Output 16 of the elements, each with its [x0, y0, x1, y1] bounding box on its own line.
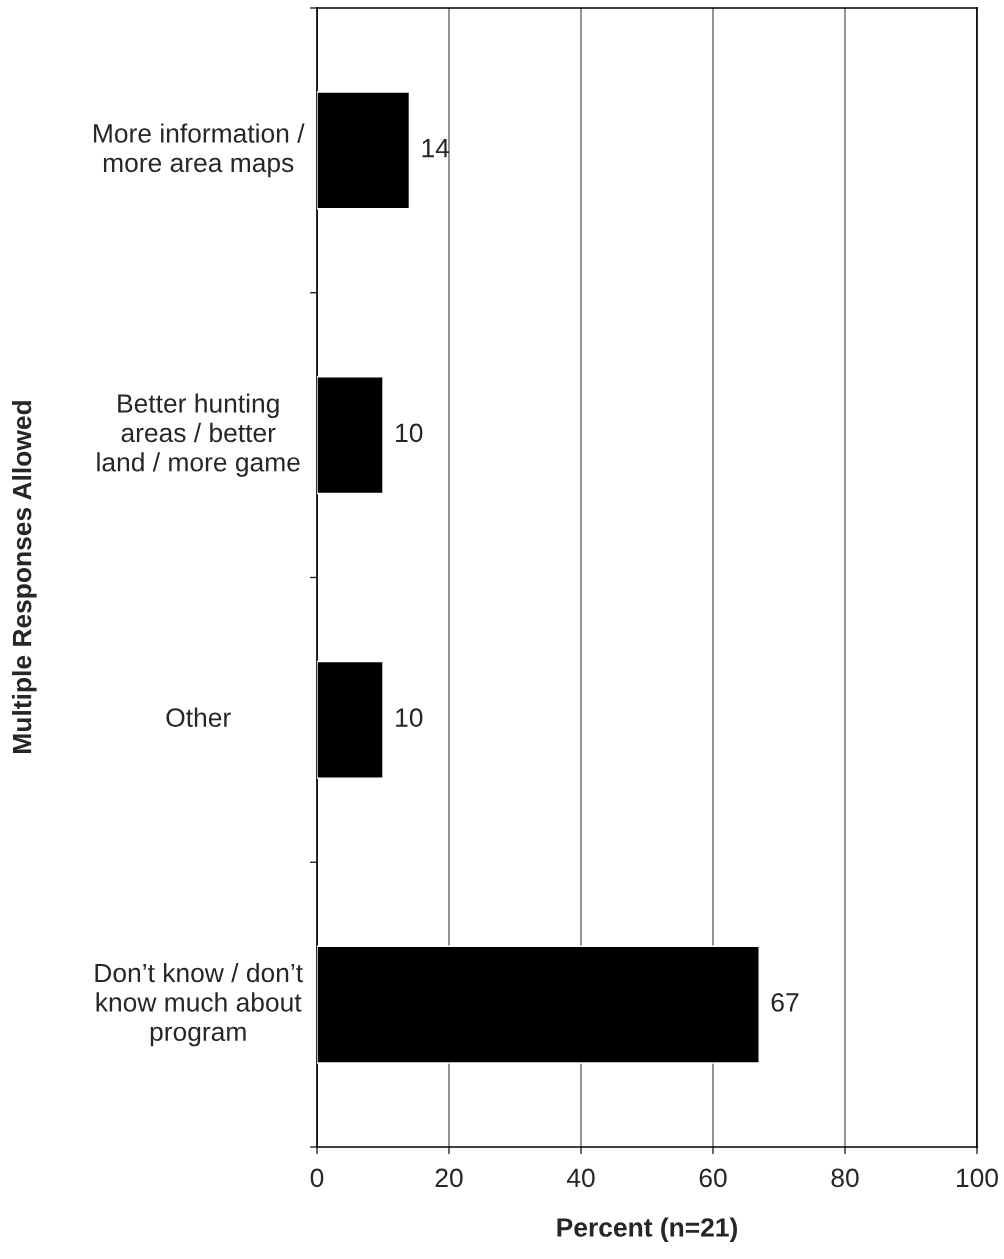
y-tick-label: Better hunting areas / better land / more game	[97, 393, 300, 477]
x-tick-label: 0	[310, 1168, 324, 1188]
x-tick-label: 60	[699, 1168, 727, 1188]
y-axis-title: Multiple Responses Allowed	[12, 401, 37, 753]
data-label: 14	[422, 139, 450, 158]
y-tick-label: More information / more area maps	[94, 123, 305, 178]
x-axis-title: Percent (n=21)	[557, 1217, 737, 1243]
y-tick-label: Don’t know / don’t know much about program	[95, 962, 303, 1047]
x-tick-label: 40	[566, 1168, 595, 1188]
data-label: 10	[396, 708, 423, 727]
x-tick-label: 80	[831, 1168, 859, 1188]
x-tick-label: 100	[957, 1168, 998, 1188]
x-tick-label: 20	[435, 1168, 463, 1188]
data-label: 67	[771, 993, 799, 1012]
y-tick-label: Other	[166, 707, 231, 727]
data-label: 10	[396, 423, 423, 443]
